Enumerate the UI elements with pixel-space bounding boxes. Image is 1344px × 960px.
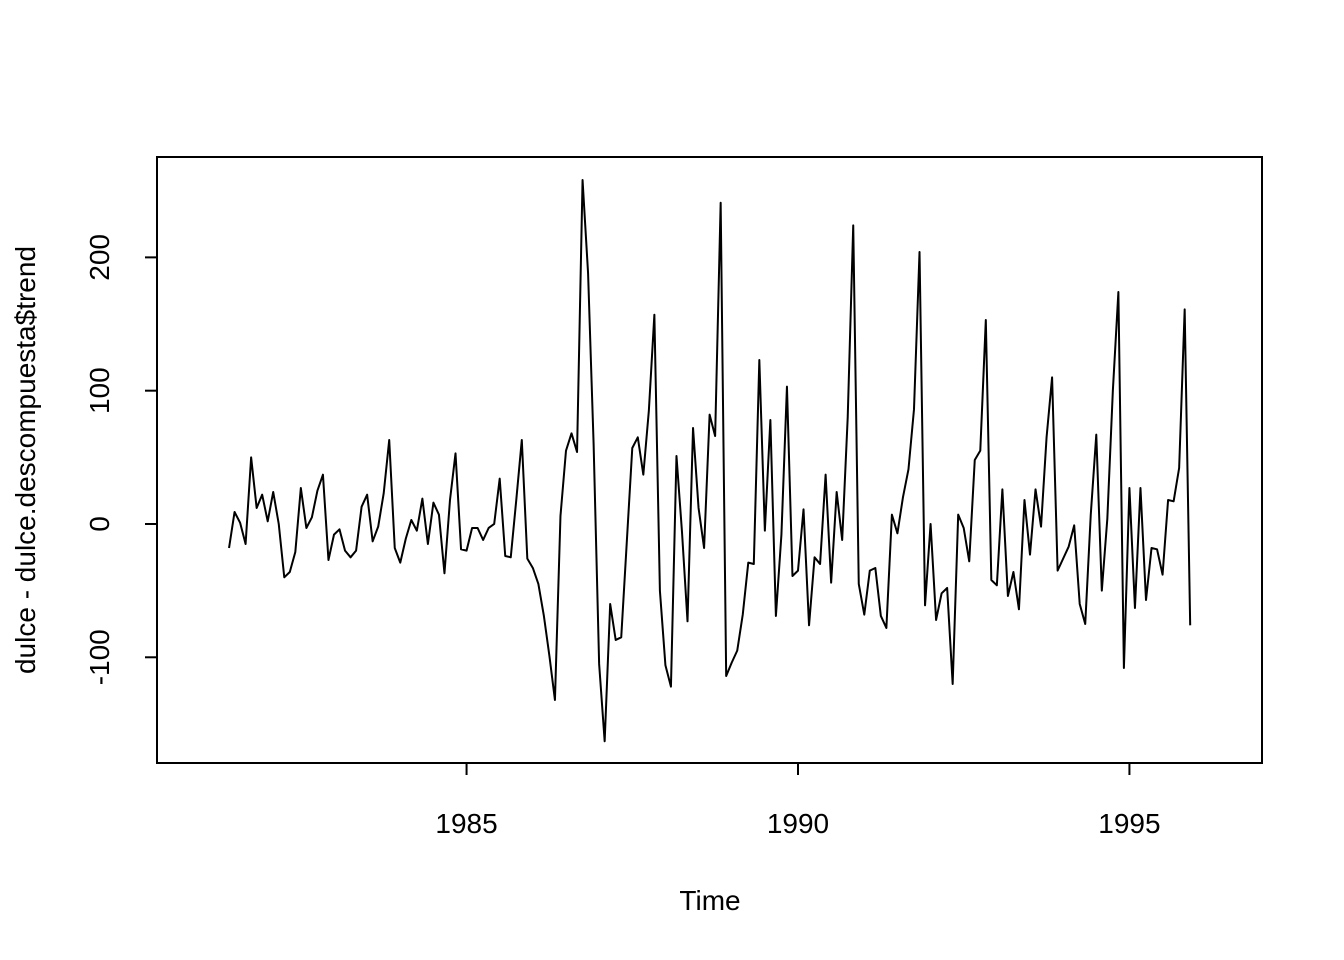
y-tick-label: 0 bbox=[84, 516, 115, 532]
series-line bbox=[228, 179, 1192, 743]
plot-frame bbox=[156, 156, 1263, 764]
y-tick-label: 100 bbox=[84, 367, 115, 414]
y-tick-label: -100 bbox=[84, 629, 115, 685]
y-tick-label: 200 bbox=[84, 234, 115, 281]
x-tick-label: 1995 bbox=[1098, 808, 1160, 839]
x-tick-label: 1990 bbox=[767, 808, 829, 839]
x-axis-title: Time bbox=[679, 885, 740, 916]
x-tick-label: 1985 bbox=[435, 808, 497, 839]
y-axis-title: dulce - dulce.descompuesta$trend bbox=[10, 246, 41, 674]
